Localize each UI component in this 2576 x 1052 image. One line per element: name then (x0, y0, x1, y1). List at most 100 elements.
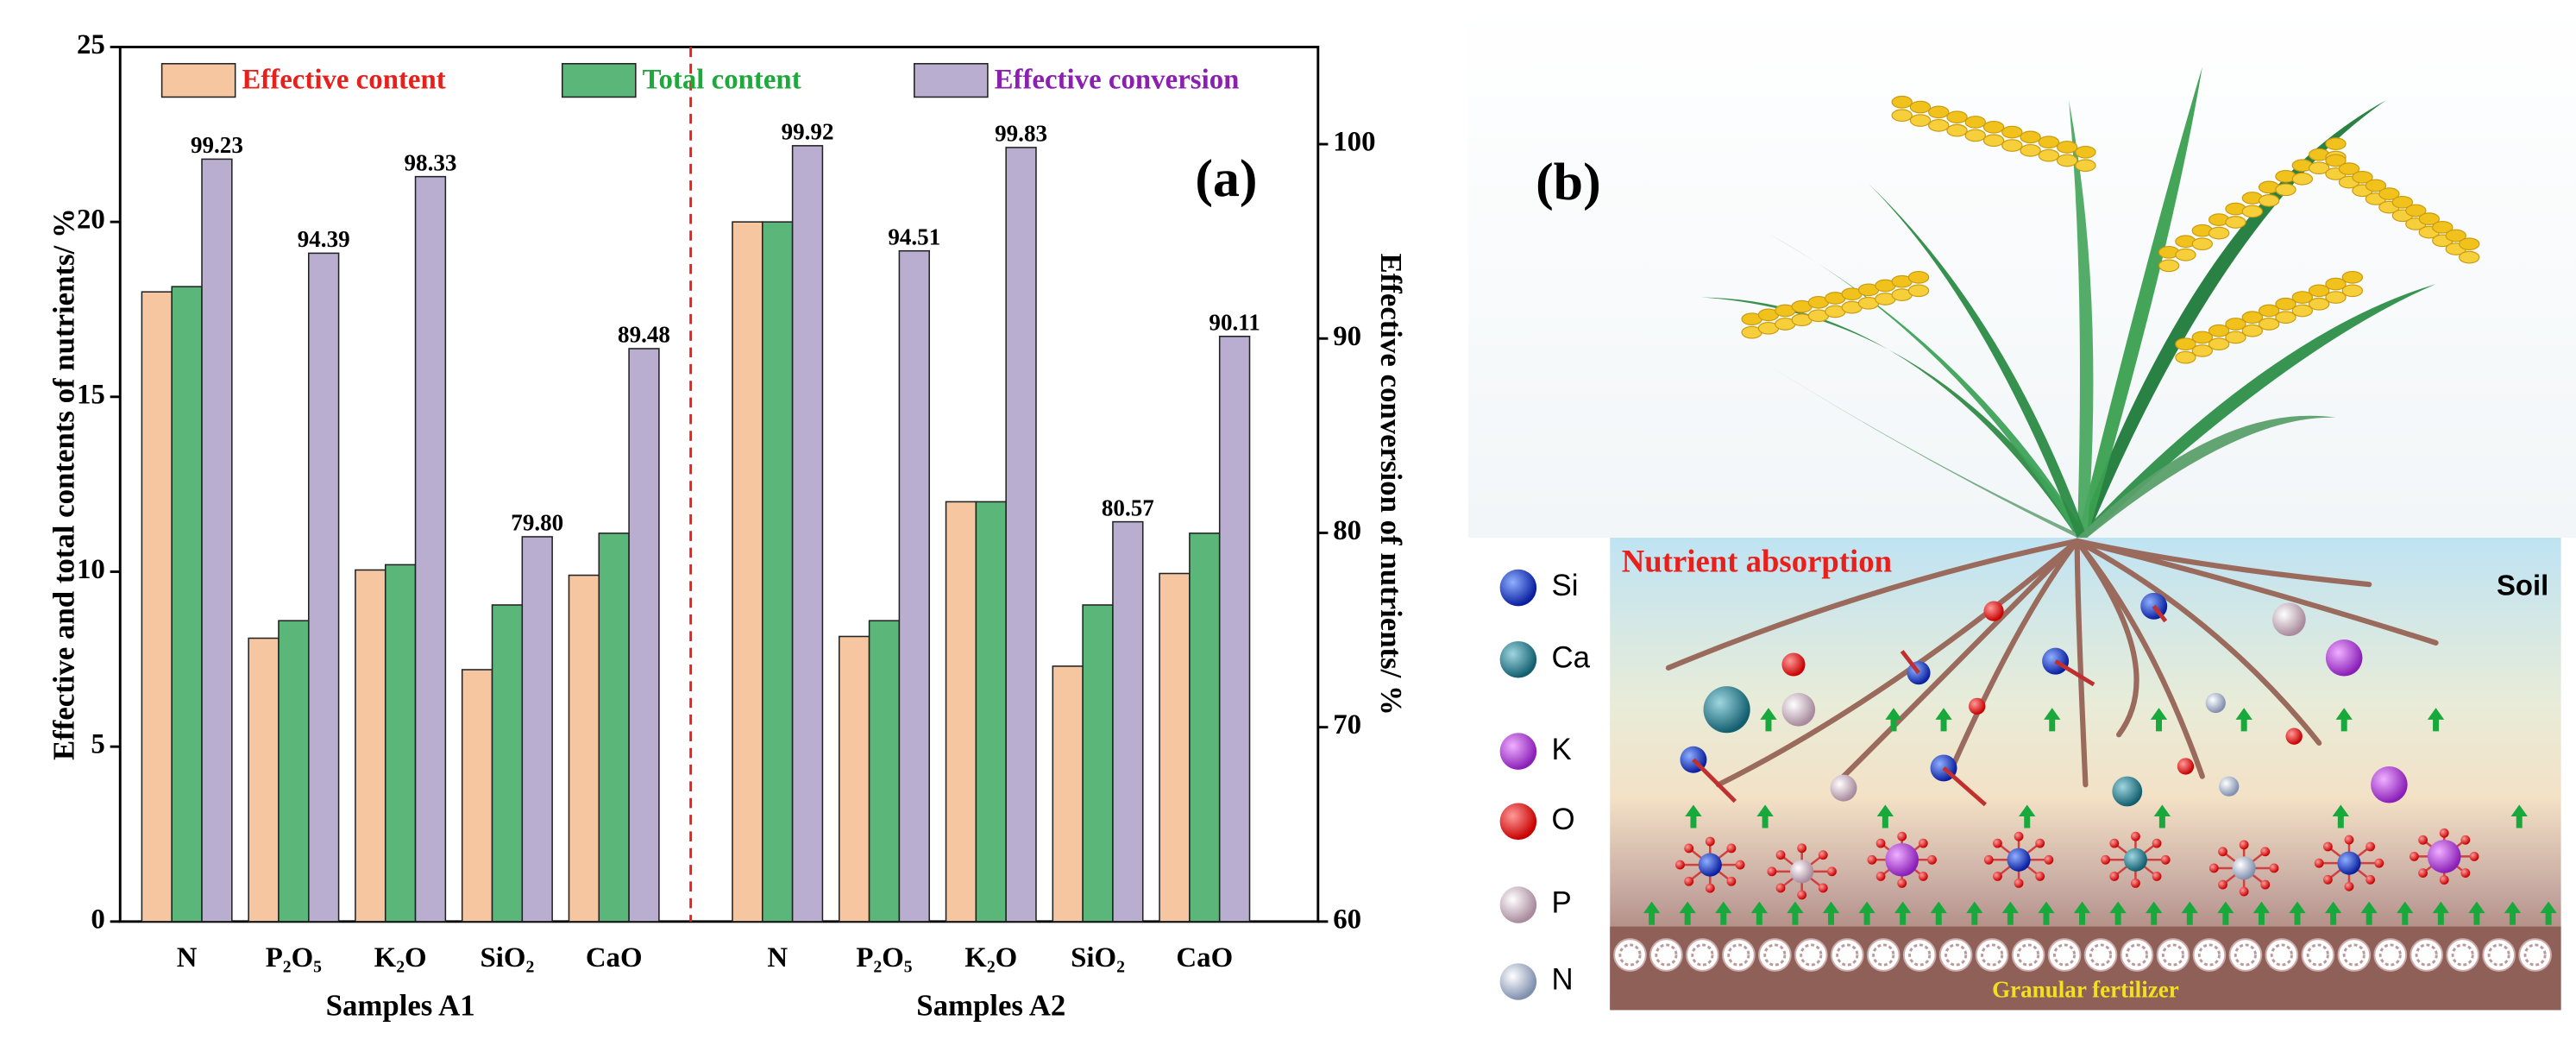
atom (1918, 838, 1928, 848)
atom (1705, 836, 1715, 847)
bar (1005, 147, 1037, 923)
y2-tick-label: 70 (1333, 709, 1361, 740)
x-group-label: Samples A1 (326, 988, 475, 1022)
atom (2439, 828, 2449, 838)
arrow (2252, 901, 2271, 925)
atom (2344, 881, 2354, 891)
grain (1982, 134, 2005, 148)
grain (1891, 109, 1913, 123)
atom (2374, 858, 2384, 868)
grain (2275, 183, 2296, 197)
granule-core (1836, 943, 1859, 967)
bar (278, 620, 310, 923)
legend-label: Effective conversion (995, 65, 1240, 96)
root (2074, 538, 2322, 746)
legend-swatch (561, 63, 637, 98)
element-swatch (1499, 733, 1537, 770)
arrow (1885, 708, 1902, 732)
panel-label: (b) (1536, 153, 1601, 211)
root (2074, 538, 2372, 588)
granule-core (2197, 943, 2221, 967)
grain (2241, 311, 2263, 324)
grain (2075, 145, 2096, 159)
granule-core (2378, 943, 2402, 967)
element-swatch (1499, 963, 1537, 1000)
atom (2322, 841, 2333, 852)
granule-core (2161, 943, 2185, 967)
legend-label: Total content (643, 65, 801, 96)
atom (1775, 850, 1786, 860)
plot-frame (118, 46, 1320, 923)
atom (2219, 776, 2240, 797)
granule-core (2089, 943, 2113, 967)
atom (2427, 840, 2461, 873)
element-swatch (1499, 640, 1537, 678)
grain (2191, 331, 2213, 344)
atom (2260, 879, 2271, 890)
atom (2460, 868, 2471, 878)
grain (2241, 324, 2263, 337)
atom (2123, 847, 2147, 872)
atom (2109, 838, 2120, 848)
granule-core (2234, 943, 2257, 967)
element-label: N (1552, 963, 1574, 997)
atom (2152, 838, 2162, 848)
atom (1781, 652, 1806, 677)
grain (1909, 114, 1932, 127)
grain (2338, 162, 2360, 175)
atom (2239, 840, 2249, 850)
x-tick-label: CaO (586, 942, 643, 973)
y-axis-label: Effective and total contents of nutrient… (47, 208, 80, 760)
fertilizer-label: Granular fertilizer (1992, 976, 2179, 1002)
grain (2020, 144, 2041, 157)
bar (1218, 336, 1251, 923)
granule-core (2270, 943, 2293, 967)
atom (2314, 858, 2324, 868)
grain (2405, 204, 2427, 217)
grain (2075, 159, 2096, 173)
arrow (2397, 901, 2414, 925)
atom (2439, 875, 2449, 885)
atom (2160, 854, 2171, 865)
y-tick-label: 0 (91, 904, 104, 935)
legend-label: Effective content (242, 65, 445, 96)
grain (2175, 350, 2196, 364)
grain (2258, 194, 2280, 207)
atom (2239, 886, 2249, 897)
grain (2056, 141, 2078, 154)
absorption-label: Nutrient absorption (1622, 543, 1892, 578)
x-tick-label: N (177, 942, 198, 973)
element-swatch (1499, 803, 1537, 841)
grain (1946, 123, 1968, 137)
y-tick-label: 10 (77, 554, 105, 585)
element-swatch (1499, 569, 1537, 607)
atom (1993, 872, 2002, 881)
atom (1827, 866, 1837, 877)
grain (2241, 205, 2263, 218)
roots (1665, 538, 2439, 788)
bar (461, 669, 493, 923)
atom (1735, 860, 1745, 870)
grain (2191, 237, 2213, 251)
grain (2365, 179, 2387, 192)
arrow (2146, 901, 2163, 925)
atom (2109, 872, 2120, 881)
arrow (1685, 804, 1702, 828)
leaf (1869, 184, 2088, 539)
root (1665, 538, 2080, 671)
x-tick-label: P₂O₅ (856, 942, 912, 973)
bar (1189, 532, 1221, 923)
atom (2366, 874, 2376, 885)
arrow (2332, 804, 2349, 828)
root (1715, 538, 2080, 788)
grain (2001, 139, 2023, 152)
atom (2131, 878, 2140, 888)
granule-core (1618, 943, 1642, 967)
x-tick-label: CaO (1176, 942, 1233, 973)
x-tick-label: SiO₂ (481, 942, 535, 973)
grain (1982, 120, 2005, 134)
atom (2469, 852, 2479, 861)
element-label: P (1552, 886, 1572, 920)
bar (141, 291, 173, 923)
